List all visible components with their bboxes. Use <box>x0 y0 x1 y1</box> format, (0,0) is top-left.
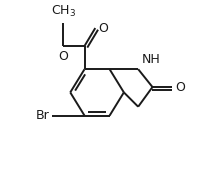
Text: O: O <box>58 50 68 62</box>
Text: CH$_3$: CH$_3$ <box>50 4 76 19</box>
Text: O: O <box>175 80 185 94</box>
Text: NH: NH <box>142 53 160 66</box>
Text: O: O <box>98 22 108 35</box>
Text: Br: Br <box>36 109 50 122</box>
